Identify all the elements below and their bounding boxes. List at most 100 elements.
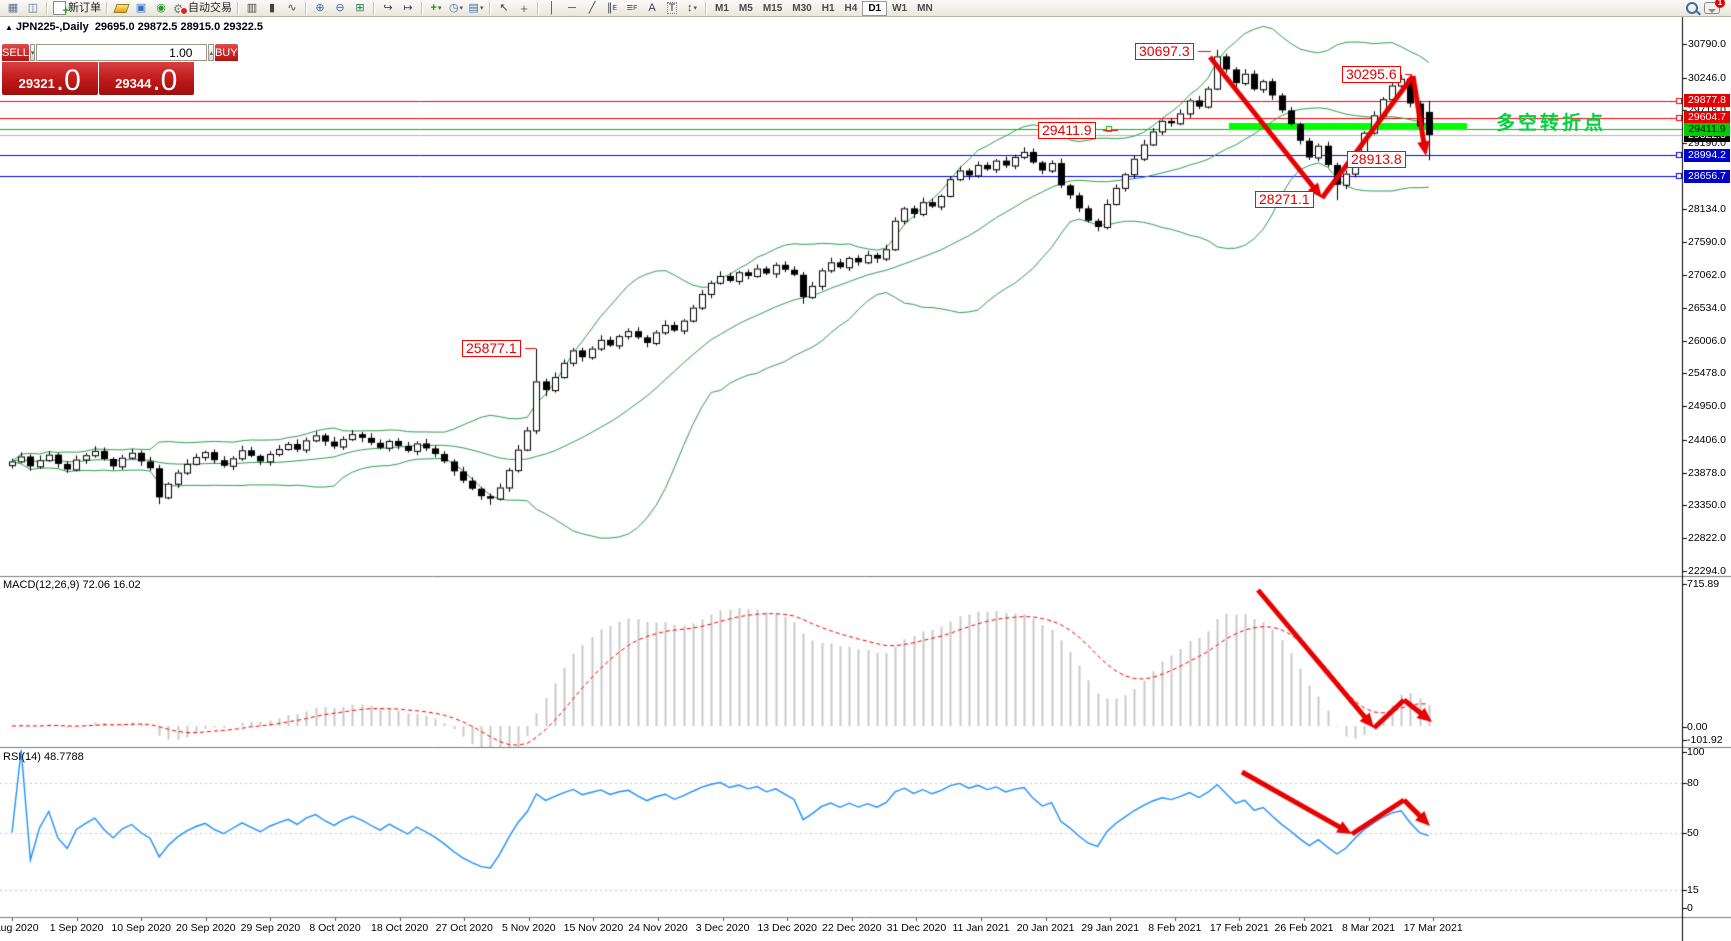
timeframe-button-h4[interactable]: H4 [844,2,858,14]
clock-icon: ◷ [448,1,459,14]
date-axis-label: 20 Jan 2021 [1016,922,1075,934]
label-icon: T [666,2,678,14]
price-annotation-box[interactable]: 30697.3 [1135,43,1194,60]
new-order-icon [53,1,69,19]
toolbar-divider [489,1,491,15]
chevron-down-icon: ▾ [459,4,464,12]
channel-tool-button[interactable]: ∥ E [606,1,618,14]
templates-button[interactable]: ▤ ▾ [466,1,486,16]
eraser-button[interactable] [111,1,131,16]
toolbar-divider [421,1,423,15]
crosshair-tool-button[interactable]: + [514,1,534,16]
horizontal-line-tool-button[interactable]: ─ [562,1,582,16]
zoom-out-button[interactable]: ⊖ [330,1,350,16]
notifications-button[interactable]: 1 [1702,0,1725,16]
bar-chart-button[interactable]: ▥ [242,1,262,16]
timeframe-button-d1[interactable]: D1 [862,0,888,16]
date-axis-label: 24 Nov 2020 [628,922,688,934]
sell-price-main: 29321 [18,76,55,91]
timeframe-button-m1[interactable]: M1 [715,2,729,14]
fibonacci-tool-button[interactable]: ≡ F [626,1,638,14]
candlestick-chart-button[interactable]: ▮ [262,1,282,16]
price-axis-tick: 27590.0 [1688,236,1726,249]
signals-button[interactable]: ◉ [151,1,171,16]
date-axis-label: 1 Sep 2020 [49,922,104,934]
price-annotation-box[interactable]: 28913.8 [1347,151,1406,168]
date-axis-label: 13 Dec 2020 [757,922,817,934]
volume-increase-button[interactable]: ▴ [208,44,214,61]
price-annotation-box[interactable]: 28271.1 [1255,191,1314,208]
price-axis-tick: 26006.0 [1688,334,1726,347]
profile-icon: ◫ [27,1,39,14]
symbol-ohlc-values: 29695.0 29872.5 28915.0 29322.5 [94,21,264,33]
terminal-button[interactable]: ▣ [131,1,151,16]
chart-profile-button[interactable]: ◫ [23,1,43,16]
price-axis-tick: 23878.0 [1688,466,1726,479]
vertical-line-icon: │ [548,1,556,14]
toolbar-divider [305,1,307,15]
text-tool-button[interactable]: A [642,1,662,16]
cursor-tool-button[interactable]: ↖ [494,1,514,16]
new-chart-button[interactable]: ▦ [3,1,23,16]
collapse-triangle-icon[interactable]: ▲ [5,23,13,32]
tile-windows-button[interactable]: ⊞ [350,1,370,16]
autoscroll-button[interactable]: ↪ [378,1,398,16]
sell-price-display[interactable]: 29321 .0 [2,62,98,97]
date-axis-label: 3 Dec 2020 [695,922,750,934]
price-annotation-box[interactable]: 30295.6 [1342,66,1401,83]
buy-price-display[interactable]: 29344 .0 [98,62,194,96]
zoom-in-button[interactable]: ⊕ [310,1,330,16]
label-tool-button[interactable]: T [662,1,682,16]
vertical-line-tool-button[interactable]: │ [542,1,562,16]
timeframe-button-m5[interactable]: M5 [738,2,753,14]
indicators-button[interactable]: + ▾ [426,1,446,16]
main-toolbar: ▦ ◫ 新订单 ▣ ◉ ⚙ 自动交易 ▥ ▮ ∿ ⊕ ⊖ ⊞ ↪ ↦ +▾ ◷▾… [0,0,1731,19]
tile-windows-icon: ⊞ [355,1,365,14]
toolbar-divider [537,1,539,15]
volume-decrease-button[interactable]: ▾ [29,44,36,61]
date-axis-label: 17 Feb 2021 [1209,922,1269,934]
arrows-tool-button[interactable]: ↕ ▾ [682,1,702,16]
price-annotation-box[interactable]: 25877.1 [462,340,521,357]
timeframe-button-h1[interactable]: H1 [821,2,835,14]
rsi-axis-tick: 0 [1687,902,1693,914]
volume-input[interactable] [36,44,208,61]
date-axis-label: 10 Sep 2020 [111,922,171,934]
sell-price-pips: .0 [55,64,81,97]
price-axis-tick: 24950.0 [1688,400,1726,413]
date-axis-label: 27 Oct 2020 [435,922,493,934]
autoscroll-icon: ↪ [383,1,393,14]
autotrade-button[interactable]: ⚙ 自动交易 [171,1,234,16]
candlestick-icon: ▮ [268,1,276,14]
new-order-button[interactable]: 新订单 [51,1,103,19]
macd-axis-tick: 0.00 [1687,721,1708,733]
horizontal-line-icon: ─ [568,1,576,14]
buy-button[interactable]: BUY [214,44,238,61]
date-axis-label: 22 Dec 2020 [822,922,882,934]
price-annotation-box[interactable]: 29411.9 [1038,122,1096,139]
price-axis-tick: 28134.0 [1688,202,1726,215]
timeframe-button-m15[interactable]: M15 [762,2,783,14]
zoom-out-icon: ⊖ [335,1,345,14]
macd-axis-tick: 715.89 [1687,578,1720,590]
new-order-label: 新订单 [68,1,101,14]
rsi-axis-tick: 100 [1687,746,1705,758]
chart-window-icon: ▦ [7,1,19,14]
shift-chart-button[interactable]: ↦ [398,1,418,16]
timeframe-group: M1 M5 M15 M30 H1 H4 D1 W1 MN [710,0,938,16]
trendline-tool-button[interactable]: ╱ [582,1,602,16]
search-button[interactable] [1682,1,1702,16]
line-chart-icon: ∿ [287,1,297,14]
timeframe-button-w1[interactable]: W1 [892,2,908,14]
notification-bubble-icon: 1 [1704,0,1725,14]
line-chart-button[interactable]: ∿ [282,1,302,16]
date-axis-label: 31 Dec 2020 [886,922,947,934]
timeframe-button-m30[interactable]: M30 [792,2,812,14]
chevron-down-icon: ▾ [437,4,442,12]
sell-button[interactable]: SELL [2,44,29,61]
price-axis-tick: 22822.0 [1688,532,1726,545]
turning-point-note[interactable]: 多空转折点 [1496,113,1607,134]
timeframe-button-mn[interactable]: MN [917,2,933,14]
periods-button[interactable]: ◷ ▾ [446,1,466,16]
